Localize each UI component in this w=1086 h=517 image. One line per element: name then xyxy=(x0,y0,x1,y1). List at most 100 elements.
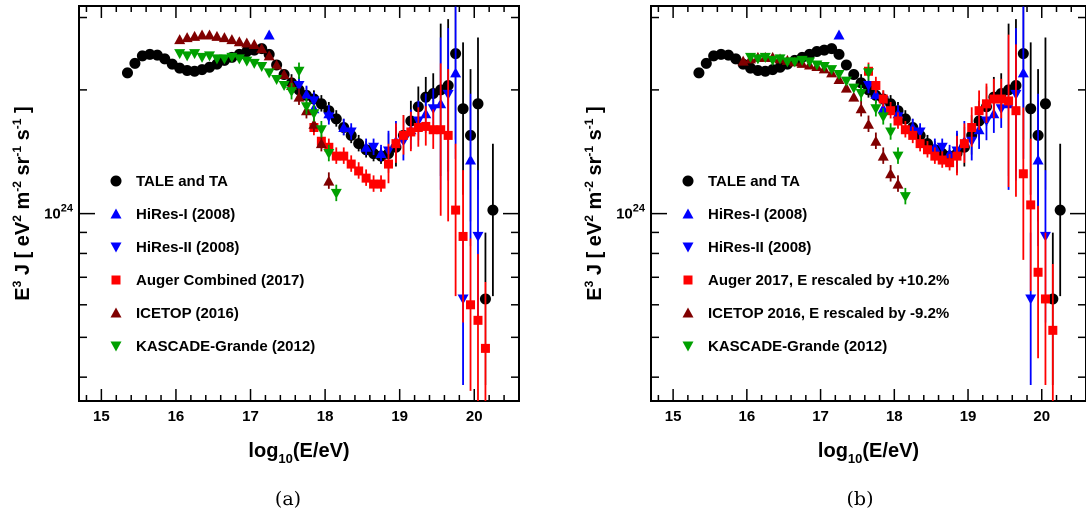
data-point xyxy=(189,49,201,60)
legend-label: TALE and TA xyxy=(136,173,228,190)
data-point xyxy=(833,70,845,81)
legend-marker xyxy=(110,175,122,187)
legend-marker xyxy=(110,242,122,253)
data-point xyxy=(1025,103,1037,115)
data-point xyxy=(855,77,867,89)
data-point xyxy=(391,139,401,149)
legend-label: ICETOP (2016) xyxy=(136,305,239,322)
data-point xyxy=(315,138,327,149)
data-point xyxy=(398,130,408,140)
data-point xyxy=(204,51,216,62)
data-point xyxy=(693,67,705,79)
data-point xyxy=(848,83,860,94)
data-point xyxy=(863,80,874,91)
data-point xyxy=(248,58,260,69)
legend-label: KASCADE-Grande (2012) xyxy=(708,338,887,355)
data-point xyxy=(443,130,453,140)
panel-b: 15 16 17 18 19 20 1024 log10(E/eV) E3 J [ eV2 m-… xyxy=(582,5,1086,510)
data-point xyxy=(840,59,852,71)
series-3 xyxy=(309,63,490,401)
data-point xyxy=(181,51,193,62)
x-tick-label: 16 xyxy=(168,408,185,425)
data-point xyxy=(908,130,918,140)
data-point xyxy=(323,175,335,186)
legend-marker xyxy=(682,242,694,253)
data-point xyxy=(804,57,816,68)
data-point xyxy=(855,103,867,114)
data-point xyxy=(369,179,379,189)
panel-caption: (b) xyxy=(847,488,874,510)
data-point xyxy=(885,168,897,179)
data-point xyxy=(211,54,223,65)
data-point xyxy=(421,121,431,131)
x-tick-label: 20 xyxy=(466,408,483,425)
data-point xyxy=(915,139,925,149)
data-point xyxy=(1011,106,1021,116)
series-5 xyxy=(745,52,911,205)
data-point xyxy=(451,205,461,215)
legend-label: HiRes-II (2008) xyxy=(136,239,239,256)
data-point xyxy=(944,148,956,159)
data-point xyxy=(885,127,897,138)
x-tick-label: 19 xyxy=(391,408,408,425)
legend-marker xyxy=(110,307,122,318)
x-axis-title: log10(E/eV) xyxy=(818,440,919,466)
legend-marker xyxy=(682,307,694,318)
data-point xyxy=(922,145,932,155)
data-point xyxy=(339,151,349,161)
data-point xyxy=(967,123,977,133)
data-point xyxy=(300,88,312,99)
data-point xyxy=(1018,169,1028,179)
data-point xyxy=(759,52,771,63)
data-point xyxy=(368,142,380,153)
data-point xyxy=(354,166,364,176)
data-point xyxy=(196,29,208,40)
data-point xyxy=(323,149,335,160)
data-point xyxy=(848,91,860,102)
y-axis-title: E3 J [ eV2 m-2 sr-1 s-1 ] xyxy=(10,106,34,300)
data-point xyxy=(855,88,867,99)
panel-a: 15 16 17 18 19 20 1024 log10(E/eV) E3 J [ eV2 m-… xyxy=(10,5,520,510)
data-point xyxy=(930,151,940,161)
data-point xyxy=(936,142,948,153)
data-point xyxy=(226,34,238,45)
data-point xyxy=(767,55,779,66)
data-point xyxy=(959,139,969,149)
data-point xyxy=(1032,154,1044,165)
data-point xyxy=(376,179,386,189)
data-point xyxy=(1017,67,1029,78)
data-point xyxy=(383,159,393,169)
data-point xyxy=(989,94,999,104)
x-tick-label: 20 xyxy=(1033,408,1050,425)
series-4 xyxy=(174,29,335,189)
legend-label: Auger 2017, E rescaled by +10.2% xyxy=(708,272,949,289)
plot-frame xyxy=(650,5,1086,402)
series-3 xyxy=(864,34,1058,401)
data-point xyxy=(840,76,852,87)
data-point xyxy=(473,315,483,325)
data-point xyxy=(871,80,881,90)
data-layer xyxy=(121,6,499,401)
x-tick-label: 17 xyxy=(812,408,829,425)
data-point xyxy=(996,94,1006,104)
data-point xyxy=(263,50,275,61)
data-point xyxy=(945,158,955,168)
data-point xyxy=(700,57,712,69)
data-point xyxy=(774,54,786,65)
data-point xyxy=(204,29,216,40)
data-point xyxy=(315,98,327,110)
legend-label: TALE and TA xyxy=(708,173,800,190)
legend: TALE and TA HiRes-I (2008) HiRes-II (2008)… xyxy=(110,173,315,355)
x-tick-label: 17 xyxy=(242,408,259,425)
legend-label: ICETOP 2016, E rescaled by -9.2% xyxy=(708,305,949,322)
data-point xyxy=(952,151,962,161)
data-point xyxy=(256,43,268,54)
data-point xyxy=(893,116,903,126)
data-point xyxy=(271,74,283,85)
data-point xyxy=(892,178,904,189)
data-point xyxy=(450,67,462,78)
legend-label: HiRes-I (2008) xyxy=(708,206,807,223)
y-axis-title: E3 J [ eV2 m-2 sr-1 s-1 ] xyxy=(582,106,606,300)
data-point xyxy=(863,118,874,129)
y-tick-label: 1024 xyxy=(616,203,646,223)
